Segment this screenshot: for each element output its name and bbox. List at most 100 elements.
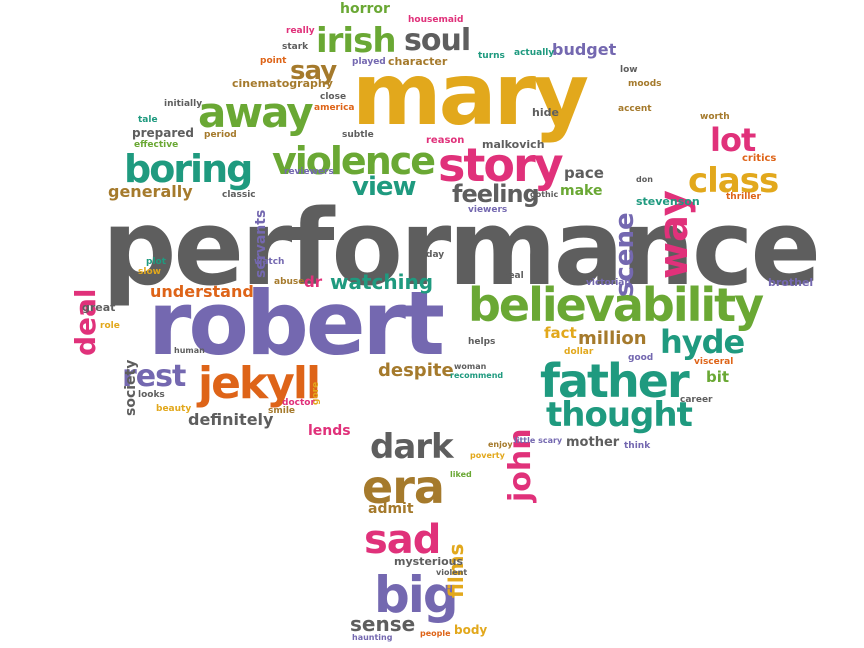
word-admit: admit (368, 501, 414, 517)
word-role: role (100, 321, 120, 331)
word-people: people (420, 629, 451, 638)
word-victorian: victorian (586, 278, 631, 288)
word-good: good (628, 353, 654, 363)
word-big: big (374, 566, 459, 624)
word-period: period (204, 130, 237, 140)
word-million: million (578, 328, 647, 349)
word-looks: looks (138, 390, 165, 400)
word-boring: boring (124, 147, 253, 191)
word-don: don (636, 175, 653, 184)
word-helps: helps (468, 337, 496, 347)
word-abuse: abuse (274, 277, 305, 287)
word-think: think (624, 441, 651, 451)
word-despite: despite (378, 360, 454, 381)
word-recommend: recommend (450, 371, 504, 380)
word-beauty: beauty (156, 404, 192, 414)
word-irish: irish (316, 21, 397, 61)
word-visceral: visceral (694, 357, 734, 367)
word-understand: understand (150, 282, 254, 301)
word-sad: sad (364, 517, 441, 563)
word-great: great (82, 301, 116, 314)
word-fact: fact (544, 324, 577, 342)
word-say: say (290, 56, 337, 86)
word-worth: worth (700, 112, 730, 122)
word-bit: bit (706, 368, 730, 386)
word-servants: servants (253, 209, 269, 278)
word-viewers: viewers (468, 205, 508, 215)
word-rest: rest (122, 359, 186, 394)
word-society: society (123, 359, 139, 416)
word-robert: robert (148, 272, 445, 375)
word-stevenson: stevenson (636, 195, 700, 208)
word-hyde: hyde (660, 323, 745, 361)
word-accent: accent (618, 104, 652, 114)
word-character: character (388, 55, 448, 68)
word-make: make (560, 183, 603, 199)
word-enjoy: enjoy (488, 440, 513, 449)
word-reason: reason (426, 135, 465, 146)
word-performance: performance (102, 187, 821, 309)
word-class: class (688, 161, 779, 201)
word-violence: violence (272, 139, 436, 183)
word-smile: smile (268, 406, 296, 416)
word-believability: believability (468, 278, 764, 332)
word-played: played (352, 57, 386, 67)
word-mother: mother (566, 435, 620, 450)
word-slow: slow (138, 267, 161, 277)
word-thought: thought (546, 395, 693, 435)
word-little-scary: little scary (514, 436, 563, 445)
word-reviewers: reviewers (284, 167, 334, 177)
word-real: real (504, 271, 524, 281)
word-mary: mary (352, 45, 589, 145)
word-feeling: feeling (452, 180, 540, 208)
word-initially: initially (164, 99, 203, 109)
word-gothic: gothic (530, 190, 559, 199)
word-really: really (286, 26, 315, 36)
word-view: view (352, 172, 417, 202)
word-brothel: brothel (768, 276, 814, 289)
word-haunting: haunting (352, 633, 393, 642)
word-low: low (620, 65, 638, 75)
word-human: human (174, 346, 205, 355)
word-lot: lot (710, 121, 756, 159)
word-thriller: thriller (726, 192, 761, 202)
word-body: body (454, 623, 488, 637)
word-critics: critics (742, 153, 777, 164)
word-america: america (314, 103, 355, 113)
word-cinematography: cinematography (232, 77, 333, 90)
word-story: story (438, 138, 564, 192)
word-dr: dr (304, 273, 323, 291)
word-turns: turns (478, 51, 505, 61)
word-plot: plot (146, 257, 167, 267)
word-liked: liked (450, 470, 472, 479)
word-doctor: doctor (282, 398, 315, 408)
word-poverty: poverty (470, 451, 505, 460)
word-subtle: subtle (342, 130, 374, 140)
word-hide: hide (532, 106, 559, 119)
word-point: point (260, 56, 287, 66)
word-woman: woman (454, 362, 487, 371)
word-lends: lends (308, 423, 351, 439)
word-close: close (320, 92, 347, 102)
word-soul: soul (404, 23, 471, 58)
word-deal: deal (69, 288, 102, 356)
word-actually: actually (514, 48, 555, 58)
word-day: day (426, 250, 445, 260)
word-definitely: definitely (188, 410, 274, 429)
word-effective: effective (134, 140, 179, 150)
word-jekyll: jekyll (198, 358, 321, 409)
word-housemaid: housemaid (408, 15, 464, 25)
word-era: era (362, 460, 445, 514)
word-watch: watch (254, 257, 285, 267)
word-dark: dark (370, 427, 454, 467)
word-horror: horror (340, 1, 390, 17)
word-away: away (198, 88, 314, 137)
word-generally: generally (108, 182, 193, 201)
word-budget: budget (552, 40, 617, 59)
word-watching: watching (330, 270, 434, 294)
word-father: father (540, 354, 690, 408)
word-career: career (680, 395, 713, 405)
word-tale: tale (138, 115, 158, 125)
word-pace: pace (564, 164, 604, 182)
